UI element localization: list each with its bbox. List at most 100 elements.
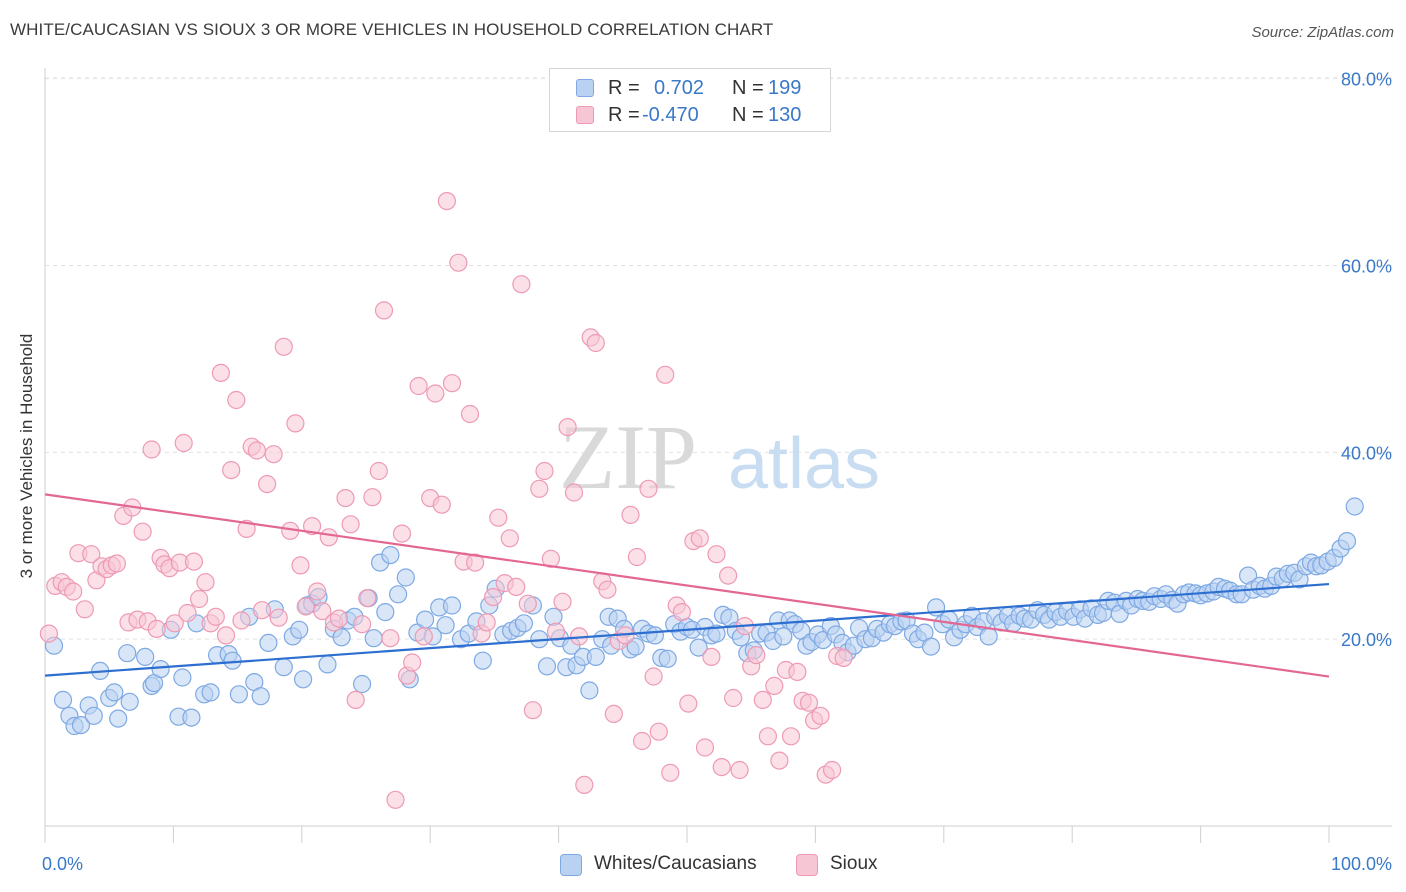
n-label: N =: [732, 104, 764, 126]
sioux-point: [133, 522, 152, 541]
n-value: 130: [768, 104, 802, 126]
whites-point: [318, 655, 337, 674]
sioux-point: [437, 192, 456, 211]
whites-point: [294, 670, 313, 689]
whites-point: [473, 651, 492, 670]
sioux-point: [639, 479, 658, 498]
sioux-point: [661, 763, 680, 782]
sioux-point: [695, 738, 715, 757]
sioux-point: [227, 390, 246, 410]
sioux-point: [329, 609, 349, 628]
sioux-point: [712, 757, 731, 777]
sioux-point: [702, 647, 721, 667]
sioux-point: [303, 516, 322, 536]
sioux-point: [142, 440, 161, 459]
sioux-point: [264, 445, 283, 464]
whites-point: [376, 602, 395, 622]
stats-row-sioux: R = -0.470 N = 130: [550, 102, 830, 128]
sioux-point: [381, 629, 400, 648]
y-axis-label: 3 or more Vehicles in Household: [17, 334, 36, 579]
watermark-atlas: atlas: [728, 424, 880, 504]
sioux-point: [286, 414, 305, 433]
sioux-point: [770, 751, 789, 770]
whites-point: [290, 620, 309, 639]
chart-title: WHITE/CAUCASIAN VS SIOUX 3 OR MORE VEHIC…: [10, 20, 774, 39]
source-credit: Source: ZipAtlas.com: [1251, 24, 1394, 41]
x-tick-label: 0.0%: [42, 854, 83, 874]
sioux-point: [575, 775, 594, 795]
whites-point: [109, 709, 128, 728]
whites-point: [1337, 531, 1357, 551]
sioux-point: [535, 461, 554, 481]
sioux-point: [369, 461, 388, 481]
whites-point: [259, 633, 278, 653]
legend-swatch-sioux: [796, 854, 818, 876]
r-label: R =: [608, 77, 640, 99]
sioux-point: [222, 461, 241, 480]
sioux-point: [184, 552, 203, 571]
sioux-point: [75, 600, 94, 619]
sioux-point: [781, 727, 801, 746]
sioux-point: [386, 790, 405, 809]
whites-point: [580, 681, 599, 700]
whites-trend-line: [44, 582, 1330, 677]
y-tick-label: 20.0%: [1341, 630, 1392, 650]
watermark: ZIP atlas: [559, 406, 880, 508]
sioux-point: [690, 529, 709, 548]
sioux-point: [484, 587, 503, 607]
whites-point: [332, 628, 351, 647]
n-value: 199: [768, 77, 802, 99]
sioux-point: [449, 253, 468, 272]
whites-point: [201, 683, 220, 702]
sioux-point: [313, 601, 332, 621]
whites-point: [182, 708, 201, 727]
sioux-point: [598, 580, 617, 599]
whites-point: [645, 626, 665, 645]
sioux-point: [477, 613, 496, 632]
stats-row-whites: R = 0.702 N = 199: [550, 75, 830, 101]
sioux-point: [707, 545, 726, 564]
whites-point: [921, 637, 941, 656]
whites-point: [626, 637, 645, 656]
sioux-point: [426, 384, 445, 403]
whites-point: [353, 674, 372, 694]
trend-lines: [44, 493, 1330, 678]
sioux-point: [82, 545, 101, 564]
tick-labels: 20.0% 40.0% 60.0% 80.0% 0.0% 100.0%: [42, 70, 1392, 874]
sioux-point: [358, 588, 377, 608]
sioux-point: [211, 363, 230, 382]
whites-point: [416, 610, 435, 629]
sioux-point: [346, 690, 365, 710]
sioux-point: [644, 667, 663, 686]
whites-point: [229, 685, 248, 704]
whites-point: [223, 651, 242, 670]
sioux-point: [442, 374, 462, 393]
whites-point: [151, 659, 170, 679]
whites-point: [586, 647, 605, 667]
sioux-point: [489, 508, 508, 527]
sioux-point: [269, 608, 288, 627]
sioux-point: [216, 626, 236, 645]
sioux-point: [341, 515, 360, 534]
n-label: N =: [732, 77, 764, 99]
sioux-point: [523, 701, 543, 720]
axes: [44, 68, 1392, 843]
sioux-point: [558, 418, 577, 437]
sioux-point: [190, 589, 209, 609]
sioux-point: [788, 662, 807, 682]
whites-point: [173, 668, 192, 687]
sioux-point: [799, 693, 819, 712]
stats-swatch-whites: [576, 79, 594, 97]
whites-point: [442, 596, 462, 615]
sioux-point: [409, 376, 428, 396]
data-points: [39, 192, 1364, 809]
sioux-point: [353, 615, 372, 634]
sioux-point: [414, 627, 433, 646]
whites-point: [1345, 497, 1364, 516]
whites-point: [251, 687, 270, 706]
whites-point: [105, 683, 124, 702]
sioux-point: [403, 653, 422, 672]
r-value: -0.470: [642, 104, 699, 126]
x-tick-label: 100.0%: [1331, 854, 1392, 874]
